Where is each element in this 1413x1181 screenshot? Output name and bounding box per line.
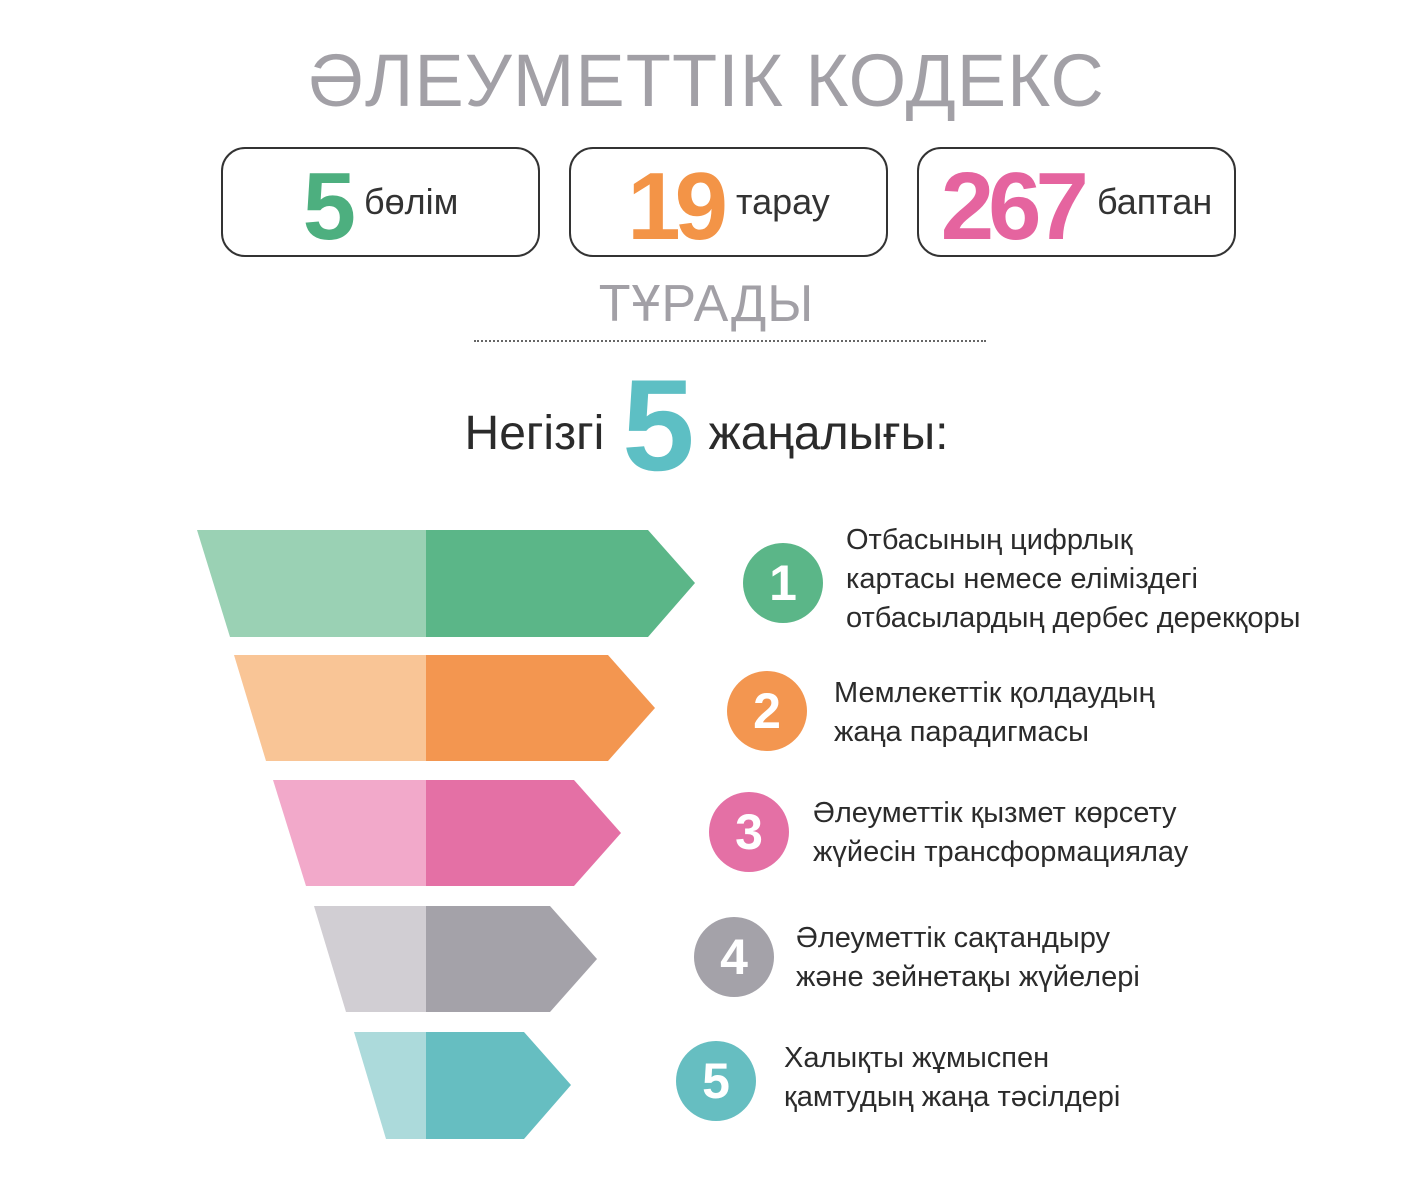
item-number-circle-4: 4 — [694, 917, 774, 997]
dotted-divider — [474, 340, 986, 342]
stat-box-chapters: 19 тарау — [569, 147, 888, 257]
item-5-line-1: Халықты жұмыспен — [784, 1042, 1050, 1074]
stat-number-articles: 267 — [940, 153, 1089, 260]
funnel-bar-3 — [273, 780, 621, 886]
item-5-line-2: қамтудың жаңа тәсілдері — [784, 1081, 1121, 1113]
item-number-circle-2: 2 — [727, 671, 807, 751]
stat-label-sections: бөлім — [363, 181, 459, 222]
heading-number: 5 — [622, 352, 694, 498]
stat-number-sections: 5 — [302, 153, 356, 260]
funnel-bar-5 — [354, 1032, 571, 1139]
funnel-bar-1 — [197, 530, 695, 637]
item-3-line-1: Әлеуметтік қызмет көрсету — [813, 797, 1177, 829]
item-1-line-2: картасы немесе еліміздегі — [846, 563, 1198, 595]
item-number-circle-3: 3 — [709, 792, 789, 872]
heading-word-before: Негізгі — [464, 407, 605, 460]
funnel-bar-2 — [234, 655, 655, 761]
item-4-line-1: Әлеуметтік сақтандыру — [796, 922, 1111, 954]
item-1-line-3: отбасылардың дербес дерекқоры — [846, 602, 1301, 634]
funnel-bar-4 — [314, 906, 597, 1012]
stat-label-articles: баптан — [1096, 181, 1213, 222]
item-2-line-1: Мемлекеттік қолдаудың — [834, 677, 1155, 709]
item-4-line-2: және зейнетақы жүйелері — [796, 961, 1140, 993]
item-number-circle-1: 1 — [743, 543, 823, 623]
item-2-line-2: жаңа парадигмасы — [834, 716, 1089, 748]
item-text-2: Мемлекеттік қолдаудың жаңа парадигмасы — [834, 674, 1155, 752]
section-heading: Негізгі 5 жаңалығы: — [0, 360, 1413, 490]
heading-word-after: жаңалығы: — [708, 407, 949, 460]
stat-box-sections: 5 бөлім — [221, 147, 540, 257]
item-1-line-1: Отбасының цифрлық — [846, 524, 1133, 556]
item-text-4: Әлеуметтік сақтандыру және зейнетақы жүй… — [796, 919, 1140, 997]
stat-label-chapters: тарау — [736, 181, 830, 222]
subtitle: ТҰРАДЫ — [598, 275, 815, 333]
item-text-1: Отбасының цифрлық картасы немесе елімізд… — [846, 521, 1300, 638]
item-text-5: Халықты жұмыспен қамтудың жаңа тәсілдері — [784, 1039, 1120, 1117]
stat-box-articles: 267 баптан — [917, 147, 1236, 257]
item-text-3: Әлеуметтік қызмет көрсету жүйесін трансф… — [813, 794, 1188, 872]
stat-number-chapters: 19 — [627, 153, 728, 260]
item-number-circle-5: 5 — [676, 1041, 756, 1121]
item-3-line-2: жүйесін трансформациялау — [813, 836, 1189, 868]
page-title: ӘЛЕУМЕТТІК КОДЕКС — [308, 39, 1105, 122]
